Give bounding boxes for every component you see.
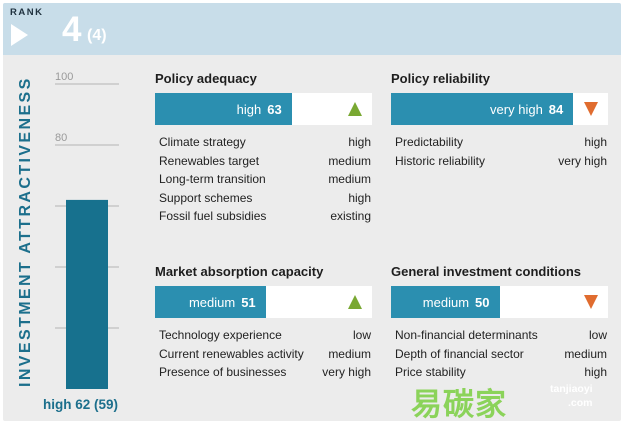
indicator-row: Climate strategy high	[159, 133, 371, 152]
indicator-label: Technology experience	[159, 328, 282, 342]
rank-header: RANK 4 (4)	[3, 3, 621, 55]
indicator-row: Presence of businesses very high	[159, 363, 371, 382]
indicator-label: Depth of financial sector	[395, 346, 524, 361]
indicator-row: Technology experience low	[159, 326, 371, 345]
panel-policy-adequacy: Policy adequacy high 63 Climate strategy…	[155, 69, 377, 226]
indicator-label: Long-term transition	[159, 172, 266, 186]
indicator-row: Long-term transition medium	[159, 170, 371, 189]
indicator-value: low	[352, 328, 371, 342]
y-tick-label-100: 100	[55, 71, 73, 83]
score-rating: very high	[490, 101, 543, 117]
rank-number: 4	[62, 10, 82, 49]
score-value: 63	[267, 101, 282, 117]
indicator-list: Predictability high Historic reliability ve…	[395, 133, 607, 170]
score-bar: high 63	[155, 93, 372, 125]
indicator-label: Climate strategy	[159, 135, 246, 149]
country-profile-card: RANK 4 (4) INVESTMENT ATTRACTIVENESS 80 1…	[3, 3, 621, 421]
indicator-row: Current renewables activity medium	[159, 345, 371, 364]
score-bar: medium 51	[155, 286, 372, 318]
watermark: 易碳家 tanjiaoyi .com	[407, 379, 617, 421]
panel-policy-reliability: Policy reliability very high 84 Predicta…	[391, 69, 613, 170]
score-value: 51	[241, 294, 256, 310]
watermark-url: tanjiaoyi	[550, 383, 593, 395]
score-bar: very high 84	[391, 93, 608, 125]
indicator-value: medium	[328, 172, 371, 186]
indicator-value: low	[588, 328, 607, 342]
watermark-url-suffix: .com	[568, 397, 593, 409]
indicator-row: Price stability high	[395, 363, 607, 382]
trend-up-icon	[348, 102, 362, 116]
score-rating: medium	[422, 294, 470, 310]
indicator-value: existing	[330, 209, 371, 223]
indicator-label: Support schemes	[159, 190, 253, 205]
panel-title: Market absorption capacity	[155, 264, 324, 279]
indicator-value: medium	[328, 346, 371, 361]
indicator-list: Non-financial determinants low Depth of fi…	[395, 326, 607, 382]
score-fill: medium 50	[391, 286, 500, 318]
panel-title: General investment conditions	[391, 264, 581, 279]
score-fill: very high 84	[391, 93, 574, 125]
indicator-row: Support schemes high	[159, 189, 371, 208]
trend-down-icon	[584, 102, 598, 116]
panel-title: Policy reliability	[391, 71, 490, 86]
score-fill: high 63	[155, 93, 292, 125]
indicator-value: very high	[558, 153, 607, 168]
previous-rank: (4)	[87, 27, 107, 44]
indicator-value: high	[348, 135, 371, 149]
score-value: 84	[548, 101, 564, 117]
play-icon	[11, 24, 28, 46]
score-fill: medium 51	[155, 286, 266, 318]
panel-general-investment: General investment conditions medium 50 …	[391, 262, 613, 382]
trend-up-icon	[348, 295, 362, 309]
indicator-list: Climate strategy high Renewables target med…	[159, 133, 371, 226]
panel-title: Policy adequacy	[155, 71, 257, 86]
score-value: 50	[475, 294, 490, 310]
indicator-value: very high	[322, 365, 371, 379]
indicator-value: medium	[564, 346, 607, 361]
rank-label: RANK	[10, 7, 44, 18]
indicator-row: Renewables target medium	[159, 152, 371, 171]
indicator-label: Renewables target	[159, 153, 260, 168]
indicator-label: Historic reliability	[395, 153, 486, 168]
watermark-logo-text: 易碳家	[411, 387, 507, 421]
indicator-label: Presence of businesses	[159, 365, 287, 379]
indicator-label: Non-financial determinants	[395, 328, 538, 342]
attractiveness-bar-chart: 80 100	[55, 71, 119, 389]
y-tick-label-80: 80	[55, 132, 67, 144]
indicator-label: Price stability	[395, 365, 466, 379]
score-rating: high	[236, 101, 262, 117]
score-rating: medium	[188, 294, 236, 310]
indicator-row: Predictability high	[395, 133, 607, 152]
indicator-row: Non-financial determinants low	[395, 326, 607, 345]
score-bar: medium 50	[391, 286, 608, 318]
indicator-value: high	[348, 190, 371, 205]
trend-down-icon	[584, 295, 598, 309]
indicator-row: Depth of financial sector medium	[395, 345, 607, 364]
indicator-value: high	[584, 135, 607, 149]
indicator-label: Predictability	[395, 135, 464, 149]
indicator-list: Technology experience low Current renewabl…	[159, 326, 371, 382]
panel-market-absorption: Market absorption capacity medium 51 Tec…	[155, 262, 377, 382]
indicator-row: Historic reliability very high	[395, 152, 607, 171]
indicator-label: Fossil fuel subsidies	[159, 209, 267, 223]
attractiveness-bar	[66, 199, 108, 389]
indicator-label: Current renewables activity	[159, 346, 304, 361]
indicator-value: high	[584, 365, 607, 379]
indicator-row: Fossil fuel subsidies existing	[159, 207, 371, 226]
attractiveness-bar-label: high 62 (59)	[43, 397, 119, 412]
indicator-value: medium	[328, 153, 371, 168]
